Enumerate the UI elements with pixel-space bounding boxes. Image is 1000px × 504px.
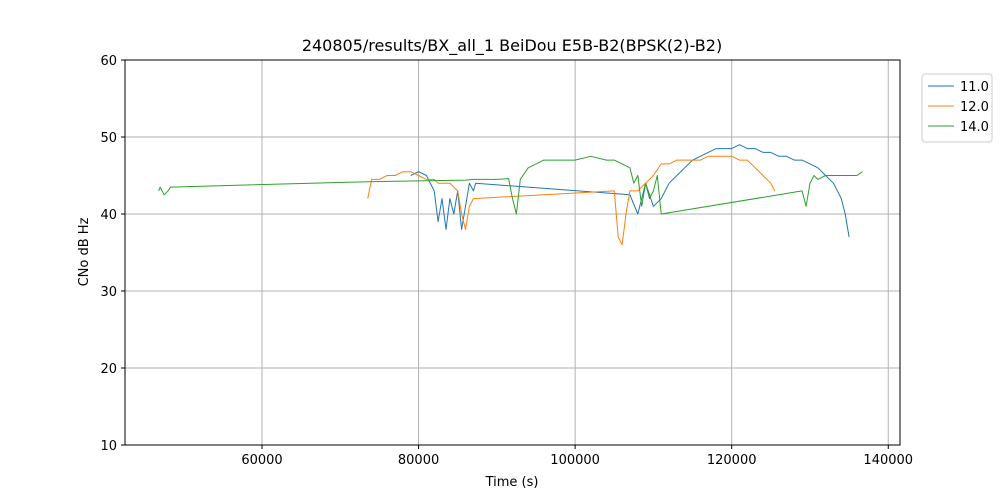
legend-box xyxy=(921,73,993,143)
y-tick-label: 20 xyxy=(100,362,117,377)
series-line-14.0 xyxy=(158,155,863,215)
x-tick-label: 100000 xyxy=(550,453,600,468)
y-tick-label: 30 xyxy=(100,285,117,300)
series-layer xyxy=(158,144,863,246)
legend-label: 12.0 xyxy=(960,100,989,115)
x-tick-label: 80000 xyxy=(398,453,439,468)
plot-frame xyxy=(124,59,901,446)
plot-area xyxy=(125,60,900,445)
legend-label: 14.0 xyxy=(960,120,989,135)
y-tick-label: 50 xyxy=(100,131,117,146)
legend: 11.0 12.0 14.0 xyxy=(921,73,993,143)
series-line-11.0 xyxy=(410,144,850,238)
y-tick-label: 10 xyxy=(100,439,117,454)
y-tick-label: 60 xyxy=(100,54,117,69)
series-line-12.0 xyxy=(367,155,776,246)
x-tick-label: 120000 xyxy=(707,453,757,468)
x-tick-label: 140000 xyxy=(863,453,913,468)
tick-layer: 60000 80000 100000 120000 140000 10 20 30 40 50 60 xyxy=(100,54,913,468)
y-axis-label: CNo dB Hz xyxy=(77,217,92,286)
x-tick-label: 60000 xyxy=(241,453,282,468)
x-axis-label: Time (s) xyxy=(485,475,539,490)
chart-title: 240805/results/BX_all_1 BeiDou E5B-B2(BP… xyxy=(302,36,722,56)
y-tick-label: 40 xyxy=(100,208,117,223)
legend-label: 11.0 xyxy=(960,80,989,95)
